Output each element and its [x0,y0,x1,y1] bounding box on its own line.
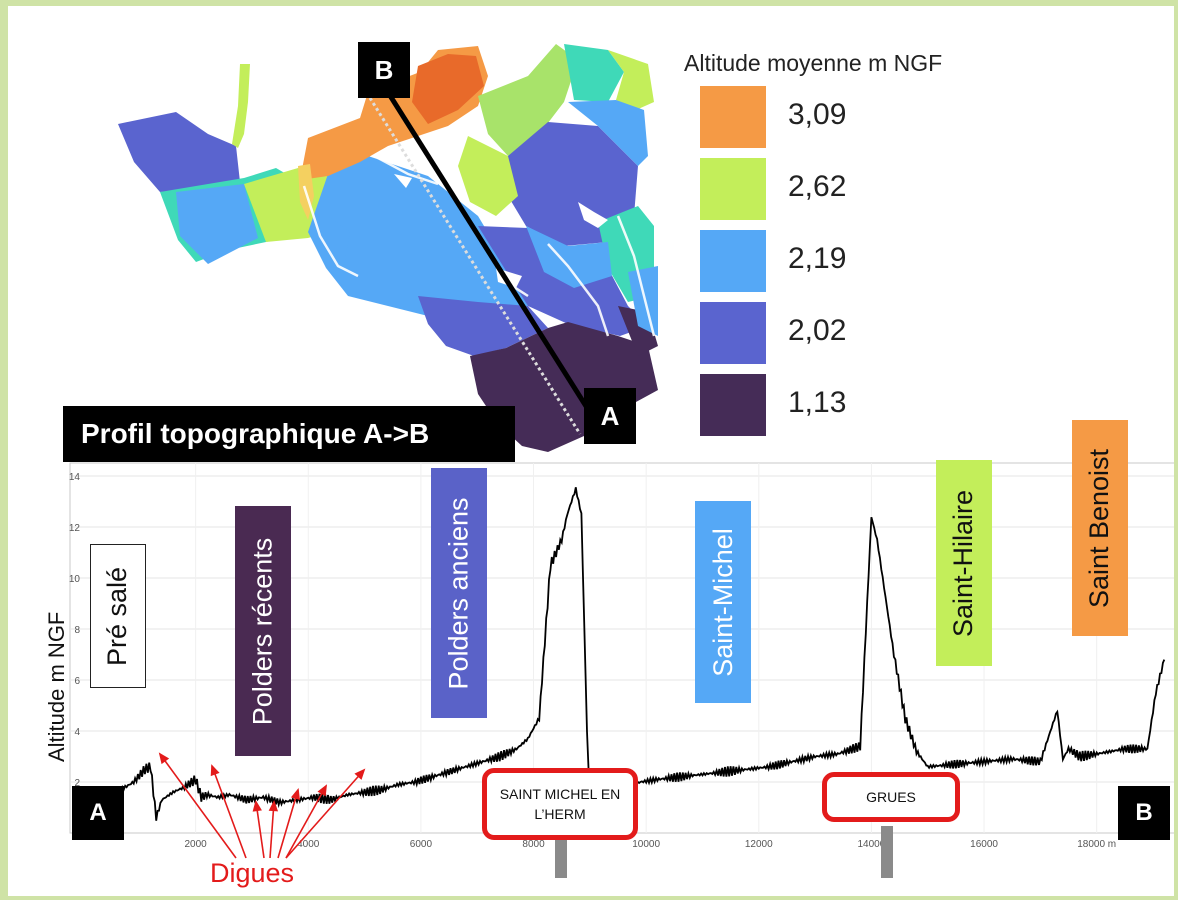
zone-saint-michel: Saint-Michel [695,501,751,703]
digue-arrow [285,769,365,859]
map-channel-green [232,64,250,148]
map-marker-a: A [584,388,636,444]
legend-swatch [700,302,766,364]
town-sign-grues: GRUES [822,772,960,822]
town-sign-label: SAINT MICHEL EN L’HERM [499,786,621,822]
digue-arrow [269,801,275,859]
y-tick-label: 4 [74,727,80,738]
legend-label: 3,09 [788,98,847,131]
map-zone-lightblue-south [328,216,350,268]
map-zone-darkorange [412,54,484,124]
arrow-head [354,768,366,780]
town-sign-saint-michel: SAINT MICHEL EN L’HERM [482,768,638,840]
digues-label: Digues [210,858,295,888]
digue-arrow [159,753,237,859]
x-tick-label: 16000 [970,839,998,850]
legend-item: 2,19 [700,230,1040,292]
map-zone-lightblue-east [568,100,648,166]
zone-label: Polders anciens [443,496,474,690]
map-zone-dark-south [470,322,658,452]
map-zone-lime-mid [458,136,518,216]
slide: B A Altitude moyenne m NGF 3,09 2,62 2,1… [8,6,1174,896]
sign-post [555,838,567,878]
legend-swatch [700,158,766,220]
y-tick-label: 6 [74,676,80,687]
x-tick-label: 12000 [745,839,773,850]
zone-label: Polders récents [247,537,278,725]
legend-label: 1,13 [788,386,847,419]
x-tick-label: 18000 m [1077,839,1116,850]
legend-swatch [700,374,766,436]
point-a: A [72,786,124,840]
y-axis-label: Altitude m NGF [44,611,69,762]
x-tick-label: 8000 [522,839,545,850]
zone-label: Saint-Hilaire [948,489,979,637]
map-zone-blue-east [508,122,638,246]
map-zone-main-blue [308,156,528,336]
zone-polders-anciens: Polders anciens [431,468,487,718]
zone-label: Saint Benoist [1084,448,1115,608]
zone-saint-benoist: Saint Benoist [1072,420,1128,636]
map-zone-west-blue [118,112,240,192]
map-zone-lightblue-left [176,184,258,264]
x-tick-label: 10000 [632,839,660,850]
legend-label: 2,19 [788,242,847,275]
profile-title: Profil topographique A->B [63,406,515,462]
map-zone-green-north [478,44,578,156]
x-tick-label: 14000 [858,839,886,850]
digue-arrow [277,789,299,859]
y-tick-label: 2 [74,778,80,789]
digue-arrows [158,752,366,859]
arrow-head [252,799,262,812]
arrow-head [210,764,220,777]
map-zone-teal-north [564,44,624,102]
sign-post [881,826,893,878]
x-tick-label: 6000 [410,839,433,850]
x-tick-label: 4000 [297,839,320,850]
arrow-head [268,799,279,812]
arrow-head [317,784,327,797]
legend-item: 3,09 [700,86,1040,148]
x-tick-label: 2000 [185,839,208,850]
zone-label: Saint-Michel [707,527,738,677]
legend-item: 2,62 [700,158,1040,220]
map-zone-lightblue-mid [526,226,612,288]
digue-arrow [211,765,247,859]
legend-item: 1,13 [700,374,1040,436]
y-tick-label: 8 [74,625,80,636]
x-ticks: 2000 4000 6000 8000 10000 12000 14000 16000 1800… [185,839,1117,850]
legend-swatch [700,86,766,148]
legend-label: 2,02 [788,314,847,347]
legend-title: Altitude moyenne m NGF [684,50,943,76]
y-ticks: 2 4 6 8 10 12 14 [69,472,81,789]
y-tick-label: 14 [69,472,81,483]
altitude-map [118,44,658,452]
town-sign-label: GRUES [866,789,916,805]
map-marker-b: B [358,42,410,98]
map-zone-blue-south [418,296,548,356]
digue-arrow [285,785,327,859]
profile-transect [368,84,599,435]
legend-item: 2,02 [700,302,1040,364]
y-tick-label: 10 [69,574,81,585]
zone-saint-hilaire: Saint-Hilaire [936,460,992,666]
point-b: B [1118,786,1170,840]
zone-pre-sale: Pré salé [90,544,146,688]
zone-polders-recents: Polders récents [235,506,291,756]
digue-arrow [255,801,265,859]
y-tick-label: 12 [69,523,81,534]
zone-label: Pré salé [102,566,133,666]
arrow-head [290,788,300,801]
map-zone-lime-north [608,50,654,110]
arrow-head [158,752,170,765]
legend-swatch [700,230,766,292]
legend-label: 2,62 [788,170,847,203]
